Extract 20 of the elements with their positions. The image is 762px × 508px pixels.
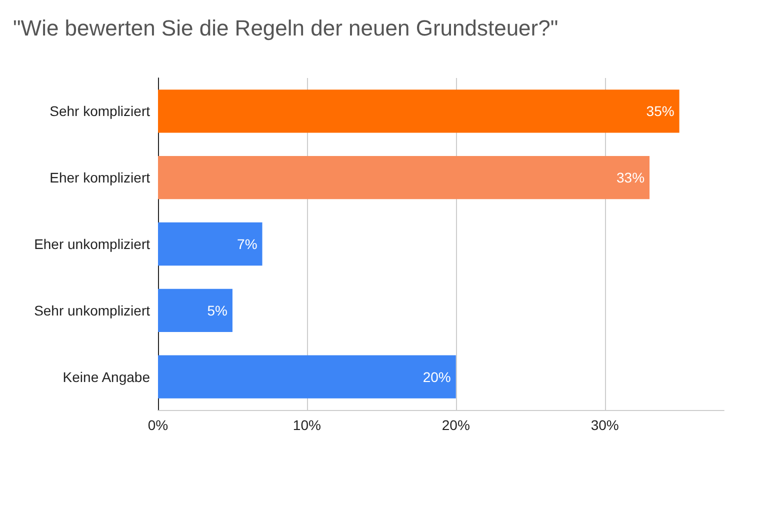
bar (158, 222, 262, 266)
bar (158, 90, 680, 133)
x-tick-label: 10% (292, 417, 321, 433)
x-tick-label: 0% (148, 417, 168, 433)
y-tick-label: Eher kompliziert (50, 170, 150, 186)
y-tick-label: Sehr unkompliziert (34, 302, 150, 318)
data-label: 33% (616, 170, 645, 186)
bar (158, 288, 232, 332)
y-tick-label: Sehr kompliziert (50, 103, 150, 120)
chart-title: "Wie bewerten Sie die Regeln der neuen Grundsteuer?" (13, 16, 558, 40)
data-label: 5% (207, 302, 228, 318)
data-label: 35% (646, 103, 674, 120)
data-label: 7% (237, 236, 258, 252)
bar (158, 156, 650, 200)
y-tick-label: Keine Angabe (62, 368, 150, 385)
data-label: 20% (422, 368, 451, 385)
bar (158, 355, 456, 398)
y-tick-label: Eher unkompliziert (34, 236, 150, 252)
x-tick-label: 30% (590, 417, 619, 433)
x-tick-label: 20% (442, 417, 470, 433)
